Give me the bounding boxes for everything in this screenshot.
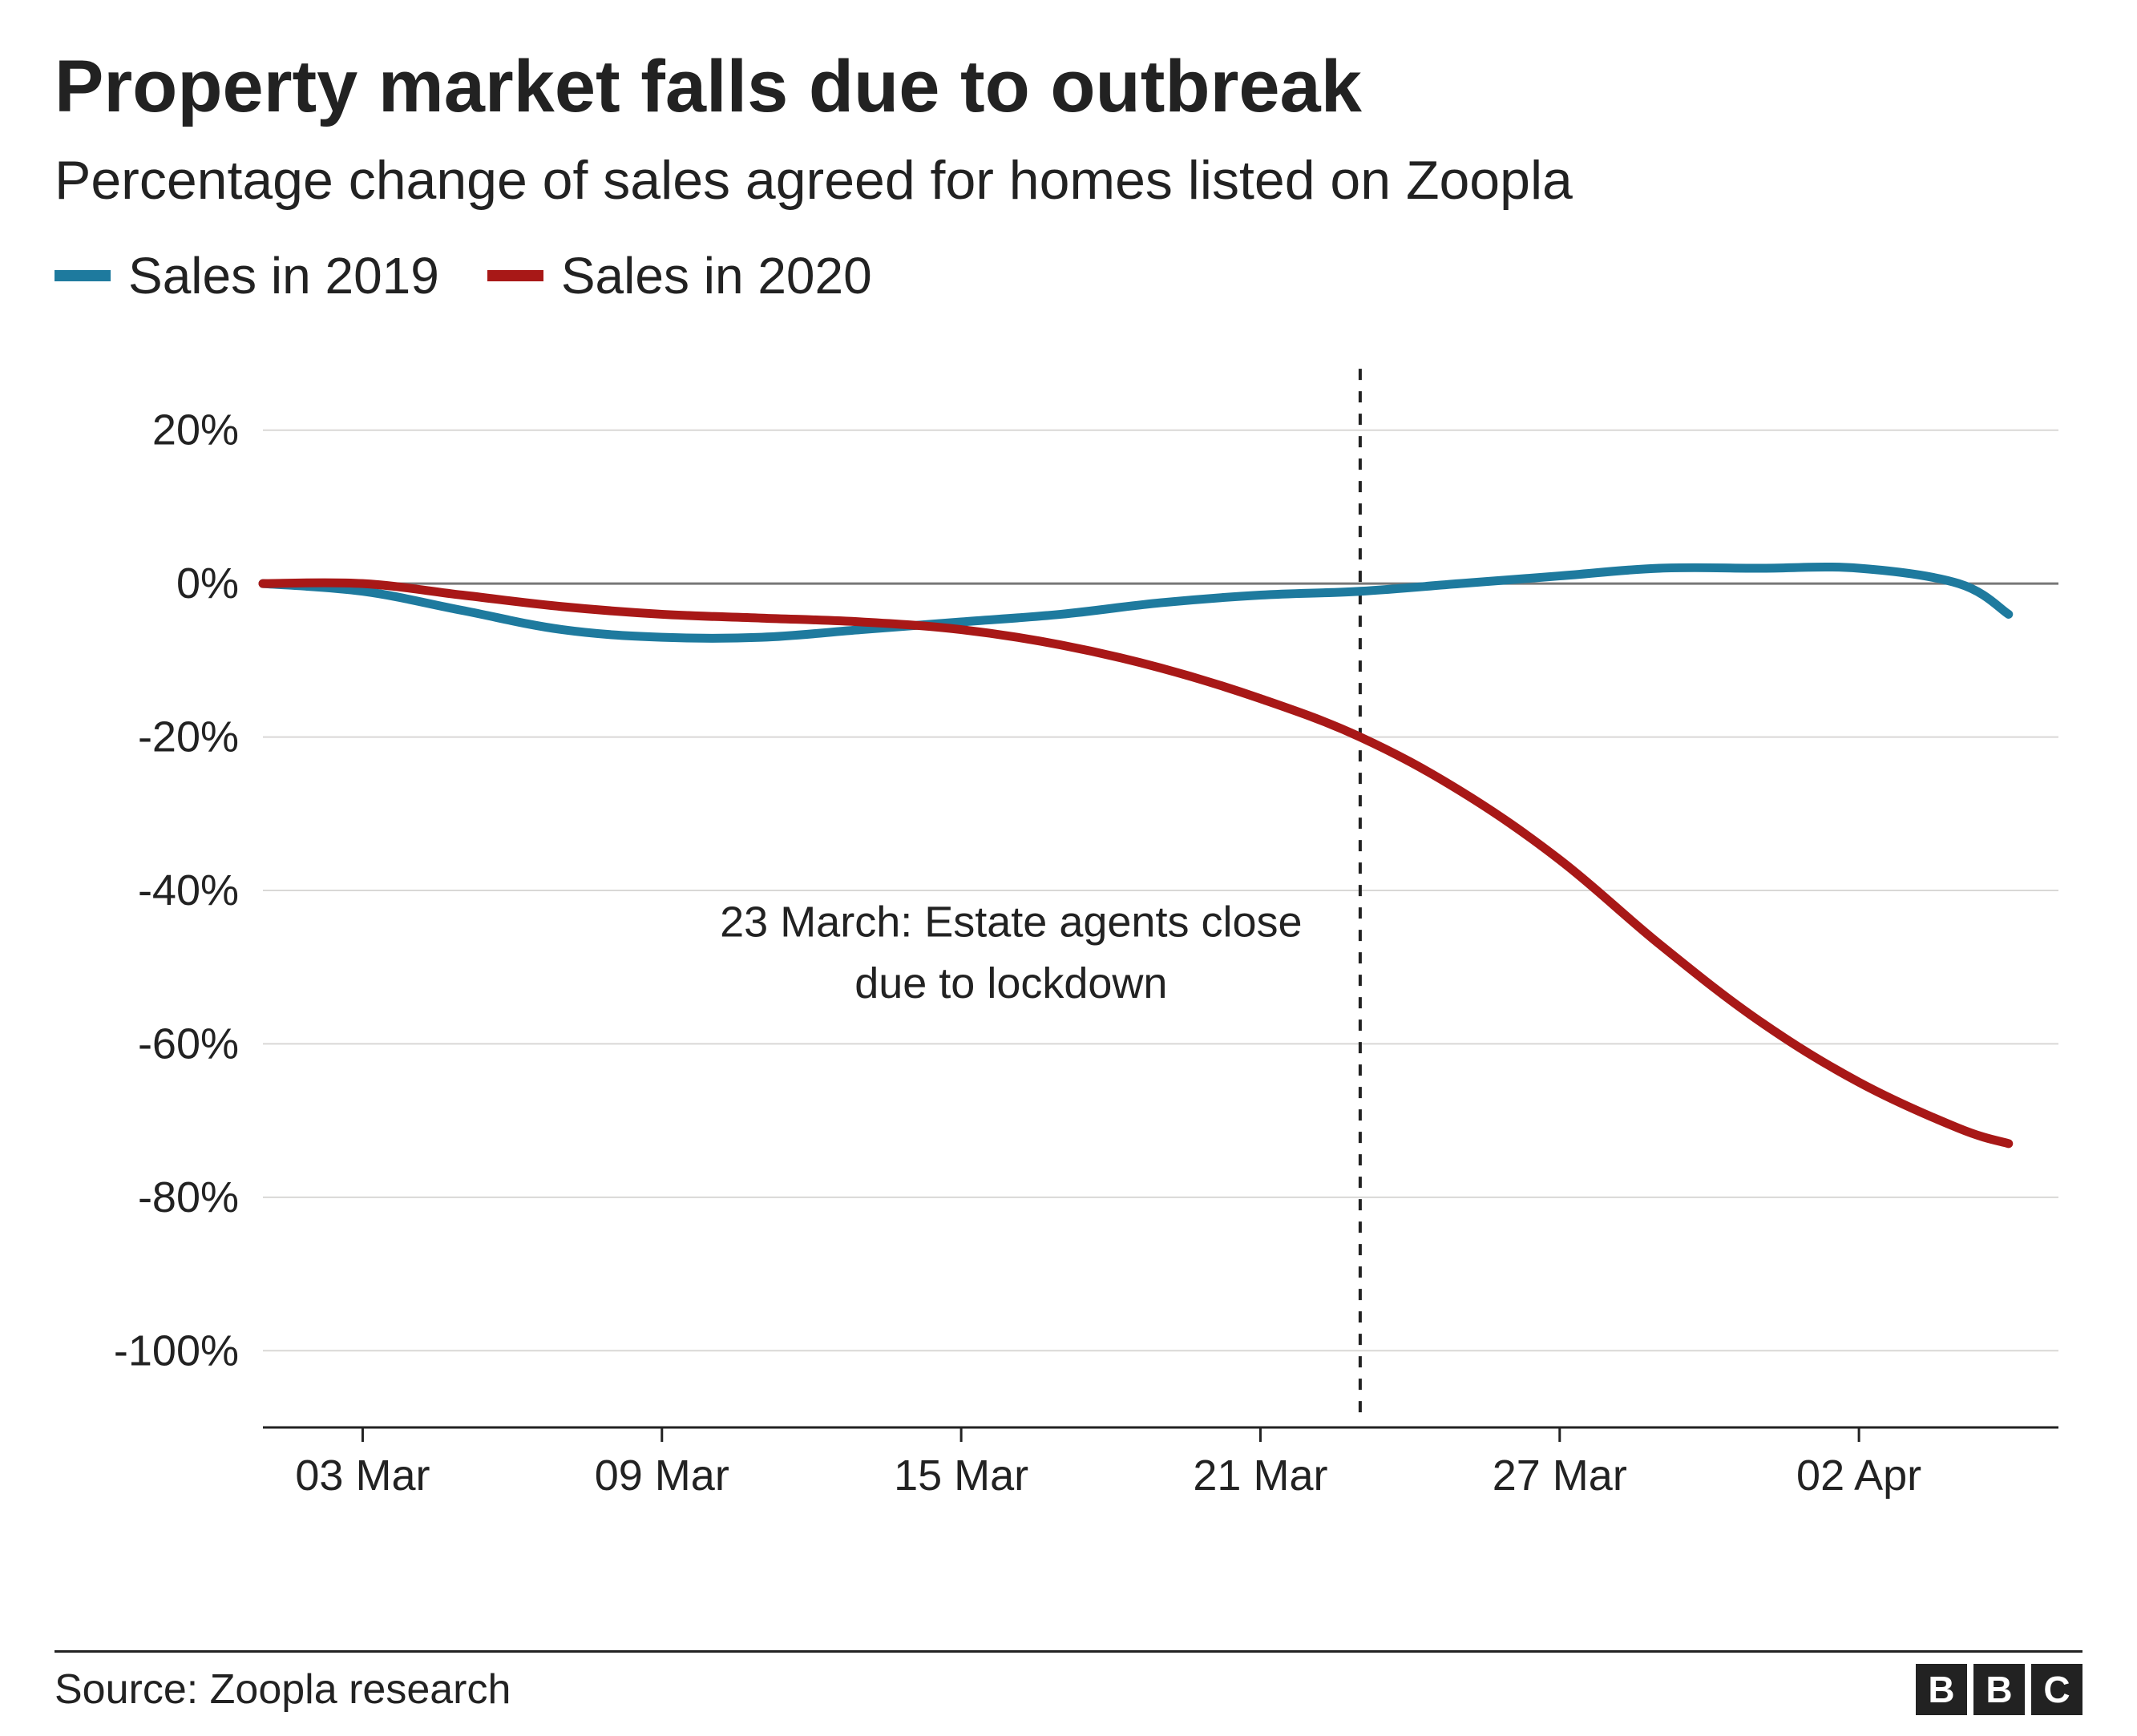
x-tick-label: 27 Mar <box>1493 1451 1627 1500</box>
x-tick-label: 09 Mar <box>595 1451 729 1500</box>
legend-item-2019: Sales in 2019 <box>55 246 439 305</box>
chart-subtitle: Percentage change of sales agreed for ho… <box>55 148 2082 214</box>
y-tick-label: -20% <box>138 713 239 761</box>
y-tick-label: 0% <box>176 559 239 608</box>
y-tick-label: -40% <box>138 866 239 914</box>
legend-label-2020: Sales in 2020 <box>561 246 872 305</box>
x-tick-label: 21 Mar <box>1193 1451 1327 1500</box>
bbc-letter-c: C <box>2031 1664 2082 1715</box>
y-tick-label: -100% <box>114 1326 239 1375</box>
bbc-letter-b2: B <box>1973 1664 2025 1715</box>
y-tick-label: 20% <box>152 406 239 454</box>
annotation-text-1: 23 March: Estate agents close <box>720 898 1302 946</box>
x-tick-label: 03 Mar <box>295 1451 430 1500</box>
annotation-text-2: due to lockdown <box>854 959 1167 1007</box>
y-tick-label: -80% <box>138 1173 239 1221</box>
bbc-logo: B B C <box>1916 1664 2082 1715</box>
legend-label-2019: Sales in 2019 <box>128 246 439 305</box>
bbc-letter-b1: B <box>1916 1664 1967 1715</box>
legend-item-2020: Sales in 2020 <box>487 246 872 305</box>
legend-swatch-2020 <box>487 270 543 281</box>
x-tick-label: 15 Mar <box>894 1451 1028 1500</box>
chart: 20% 0% -20% -40% -60% -80% -100% 03 Mar 09 Mar 15… <box>55 321 2074 1524</box>
chart-svg: 20% 0% -20% -40% -60% -80% -100% 03 Mar 09 Mar 15… <box>55 321 2074 1524</box>
y-tick-label: -60% <box>138 1019 239 1068</box>
legend-swatch-2019 <box>55 270 111 281</box>
series-line <box>263 583 2009 1144</box>
source-text: Source: Zoopla research <box>55 1665 511 1714</box>
legend: Sales in 2019 Sales in 2020 <box>55 246 2082 305</box>
chart-title: Property market falls due to outbreak <box>55 46 2082 127</box>
x-tick-label: 02 Apr <box>1796 1451 1921 1500</box>
